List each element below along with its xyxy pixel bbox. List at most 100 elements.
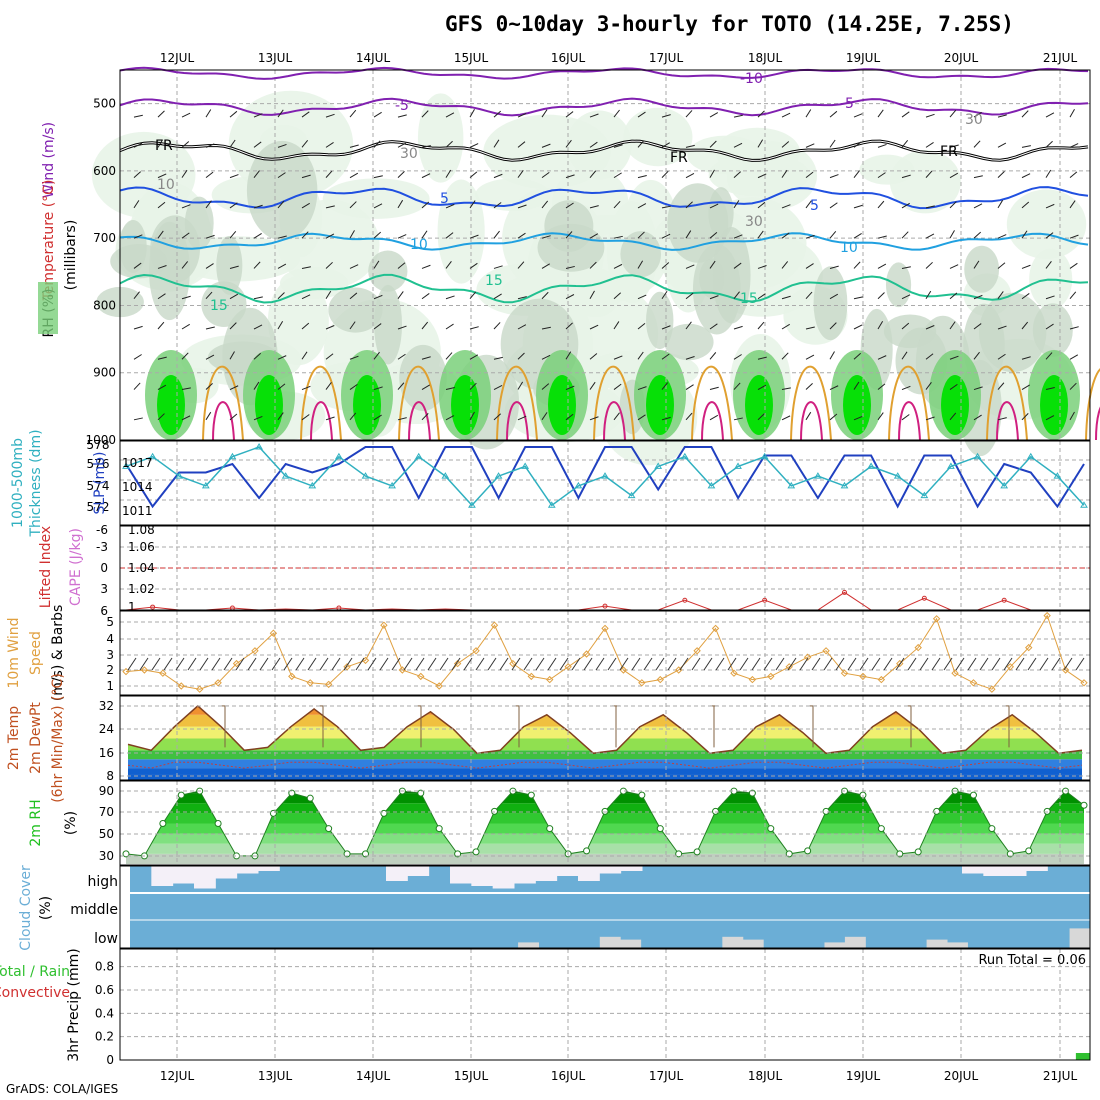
date-label-bottom: 19JUL	[846, 1069, 881, 1083]
thickness-point	[175, 472, 184, 479]
wind-barb	[397, 325, 407, 330]
wind-barb	[397, 262, 406, 269]
date-label-bottom: 12JUL	[160, 1069, 195, 1083]
wind-barb	[1069, 171, 1078, 179]
wind-barb	[517, 415, 527, 421]
wind-barb	[1045, 203, 1055, 209]
wind-barb	[781, 352, 789, 360]
ylabel-wind10: 10m Wind	[6, 617, 22, 688]
wind-panel-frame	[119, 610, 1091, 696]
thickness-point	[920, 491, 929, 499]
wind-barb	[205, 234, 215, 239]
wind-barb	[589, 261, 597, 269]
wind-barb	[1021, 321, 1029, 330]
wind-barb	[181, 261, 189, 269]
wind-speed-point	[693, 647, 701, 655]
wind-barb	[925, 113, 935, 118]
wind-barb	[781, 169, 788, 178]
cape-ytick: 1.04	[128, 561, 155, 575]
wind-barb	[493, 173, 503, 179]
wind-barb-10m	[151, 657, 161, 671]
wind-barb	[853, 232, 862, 239]
cape-ytick: 1.08	[128, 523, 155, 537]
temp-band	[128, 768, 1082, 775]
wind-barb	[493, 202, 502, 209]
cloud-high-gap	[620, 866, 643, 871]
rh-shade-mid	[537, 223, 605, 272]
wind-barb	[661, 233, 671, 239]
wind-barb	[637, 203, 647, 209]
cloud-high-gap	[556, 866, 579, 876]
ylabel-cloud-cover: Cloud Cover	[18, 865, 34, 951]
wind-barb	[757, 413, 765, 421]
contour-label: FR	[940, 144, 958, 160]
wind-barb	[1021, 201, 1030, 209]
thickness-point	[1000, 481, 1009, 489]
wind-barb	[157, 356, 167, 360]
wind-barb	[613, 200, 621, 209]
thickness-point	[973, 452, 982, 460]
wind-barb	[253, 232, 262, 239]
rh-point	[527, 791, 535, 799]
wind-barb	[853, 324, 863, 330]
wind-barb	[973, 323, 982, 330]
wind-barb	[421, 321, 429, 330]
wind-barb	[1069, 291, 1077, 300]
wind-barb	[973, 294, 983, 300]
precip-panel-frame	[119, 948, 1091, 1061]
wind-barb	[493, 385, 503, 390]
wind-barb	[301, 202, 310, 209]
temp-band	[128, 714, 1082, 727]
wind-barb	[325, 205, 335, 209]
rh-shade-light	[475, 178, 551, 212]
rh-shade-bright	[353, 375, 381, 435]
wind-barb	[181, 352, 189, 360]
wind-barb	[325, 142, 334, 148]
wind-barb	[229, 322, 237, 330]
wind-speed-point	[711, 624, 720, 633]
temp-line	[127, 704, 1083, 755]
wind-barb	[757, 110, 765, 118]
wind-barb	[397, 171, 405, 178]
wind-barb	[589, 205, 599, 209]
wind-speed-point	[767, 672, 775, 681]
wind-barb-10m	[655, 657, 665, 671]
wind-barb-10m	[1027, 657, 1037, 671]
wind-barb	[277, 200, 285, 209]
wind-barb	[181, 232, 190, 239]
wind-barb	[229, 351, 235, 360]
wind-barb	[733, 262, 742, 269]
upper-ytick: 500	[93, 97, 116, 111]
wind-barb	[877, 383, 886, 390]
wind-barb	[949, 412, 957, 421]
rh-point	[435, 825, 443, 833]
wind-barb	[1069, 382, 1077, 390]
wind-barb	[133, 171, 142, 179]
wind-barb	[301, 111, 310, 118]
wind-barb	[589, 233, 599, 239]
wind-barb	[877, 412, 884, 421]
contour-label: 30	[400, 146, 418, 162]
wind-barb	[349, 201, 357, 209]
thickness-point	[947, 462, 955, 469]
rh-point	[490, 807, 498, 815]
wind-barb	[133, 234, 143, 239]
thickness-point	[228, 452, 237, 460]
wind-barb	[925, 382, 932, 390]
wind-barb	[301, 231, 309, 239]
wind-barb	[853, 170, 860, 178]
wind-barb	[541, 235, 551, 239]
slp-ytick: 1017	[122, 456, 153, 470]
wind-speed-point	[822, 647, 830, 655]
cloud-high-gap	[492, 866, 515, 889]
wind-barb	[205, 200, 212, 209]
temp-panel-frame	[119, 695, 1091, 781]
contour-label: 5	[440, 191, 449, 207]
wind-barb	[373, 231, 382, 239]
wind-barb	[205, 263, 214, 269]
ylabel-convective: Convective	[0, 985, 70, 1001]
wind-barb	[781, 112, 791, 118]
wind-barb	[997, 114, 1007, 118]
wind-barb	[157, 173, 167, 179]
wind-barb	[565, 322, 573, 330]
